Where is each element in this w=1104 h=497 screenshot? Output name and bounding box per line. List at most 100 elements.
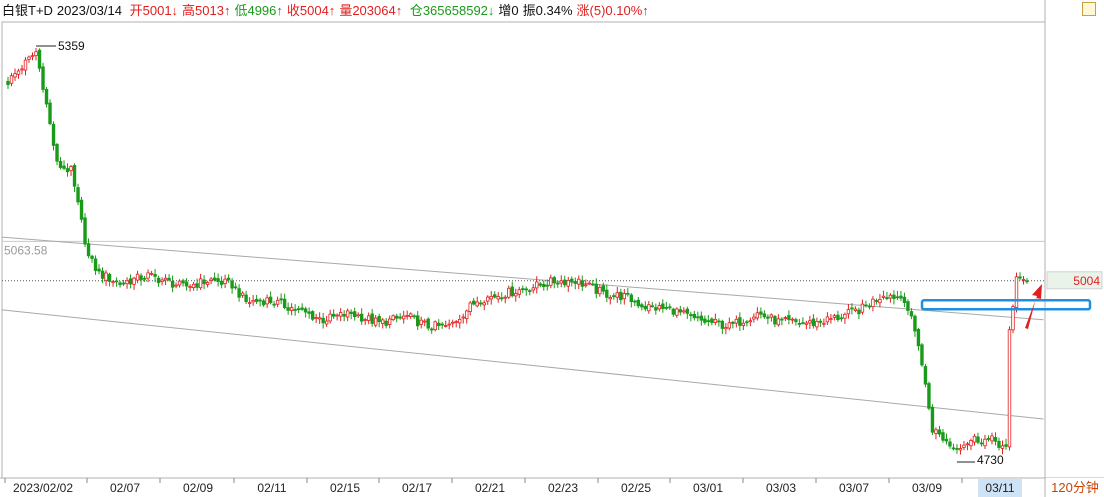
candle[interactable] [93, 258, 98, 271]
candle[interactable] [668, 306, 672, 309]
candle[interactable] [808, 320, 812, 324]
candle[interactable] [391, 315, 395, 321]
candle[interactable] [307, 311, 311, 314]
candle[interactable] [265, 297, 269, 305]
candle[interactable] [366, 315, 371, 321]
candle[interactable] [51, 123, 56, 146]
candle[interactable] [731, 321, 735, 324]
candle[interactable] [738, 317, 742, 326]
candle[interactable] [538, 283, 542, 286]
candle[interactable] [899, 295, 903, 299]
candle[interactable] [479, 302, 483, 305]
candle[interactable] [1018, 276, 1022, 279]
candle[interactable] [850, 307, 854, 310]
candle[interactable] [633, 300, 637, 303]
candle[interactable] [345, 310, 350, 318]
candle[interactable] [594, 283, 598, 294]
candle[interactable] [167, 277, 171, 281]
candle[interactable] [794, 319, 798, 323]
candle[interactable] [1004, 444, 1008, 447]
candle[interactable] [650, 305, 655, 308]
candle[interactable] [174, 284, 178, 287]
candle[interactable] [177, 280, 182, 286]
candle[interactable] [692, 313, 697, 319]
candle[interactable] [598, 286, 602, 295]
candle[interactable] [482, 302, 486, 306]
candle[interactable] [545, 284, 549, 287]
candle[interactable] [226, 277, 231, 281]
candle[interactable] [198, 278, 203, 289]
candle[interactable] [745, 321, 749, 324]
candle[interactable] [895, 296, 900, 299]
candle[interactable] [293, 309, 297, 311]
candle[interactable] [503, 296, 507, 299]
candle[interactable] [986, 438, 991, 440]
candle[interactable] [184, 281, 189, 287]
candle[interactable] [605, 289, 609, 298]
candle[interactable] [860, 303, 865, 313]
candle[interactable] [965, 443, 970, 446]
candle[interactable] [216, 278, 220, 282]
candle[interactable] [927, 383, 931, 409]
candle[interactable] [377, 315, 381, 323]
candle[interactable] [787, 315, 791, 320]
candle[interactable] [244, 294, 248, 303]
candle[interactable] [451, 321, 455, 324]
candle[interactable] [584, 284, 588, 287]
candle[interactable] [710, 318, 714, 323]
candle[interactable] [111, 281, 115, 283]
candle[interactable] [969, 440, 973, 447]
candle[interactable] [62, 165, 66, 169]
candle[interactable] [181, 280, 185, 284]
candle[interactable] [1025, 280, 1029, 283]
candle[interactable] [797, 322, 802, 325]
candle[interactable] [433, 321, 437, 331]
candle[interactable] [254, 298, 259, 302]
candle[interactable] [447, 323, 451, 326]
candle[interactable] [678, 309, 683, 313]
candle[interactable] [934, 429, 938, 434]
candle[interactable] [913, 315, 917, 332]
candle[interactable] [825, 316, 830, 323]
candle[interactable] [790, 318, 795, 321]
candle[interactable] [310, 311, 315, 320]
candle[interactable] [752, 316, 756, 320]
candle[interactable] [27, 56, 31, 60]
candle[interactable] [566, 279, 570, 287]
candle[interactable] [951, 447, 956, 450]
candle[interactable] [79, 199, 84, 220]
candle[interactable] [864, 304, 868, 307]
candle[interactable] [132, 277, 136, 285]
candle[interactable] [468, 302, 472, 312]
candle[interactable] [815, 321, 819, 328]
candle[interactable] [139, 275, 143, 281]
candle[interactable] [780, 318, 784, 321]
candle[interactable] [776, 318, 781, 326]
candle[interactable] [69, 166, 73, 172]
candle[interactable] [16, 70, 21, 75]
candle[interactable] [440, 323, 444, 326]
candle[interactable] [629, 294, 634, 303]
candle[interactable] [188, 286, 192, 288]
candle[interactable] [748, 320, 753, 323]
candle[interactable] [149, 272, 154, 275]
candle[interactable] [521, 288, 525, 291]
candle[interactable] [380, 319, 385, 324]
candle[interactable] [962, 444, 966, 448]
candle[interactable] [741, 322, 746, 326]
candle[interactable] [528, 290, 532, 292]
candle[interactable] [773, 316, 777, 325]
candle[interactable] [223, 278, 227, 284]
candle[interactable] [822, 322, 826, 325]
candle[interactable] [65, 168, 70, 173]
candle[interactable] [930, 406, 935, 433]
candle[interactable] [976, 436, 980, 443]
candle[interactable] [34, 51, 38, 57]
candle[interactable] [1007, 329, 1012, 448]
candle[interactable] [549, 277, 553, 286]
candle[interactable] [444, 325, 448, 327]
candle[interactable] [387, 318, 392, 325]
candle[interactable] [384, 320, 388, 326]
candle[interactable] [55, 143, 59, 162]
candle[interactable] [44, 88, 49, 105]
